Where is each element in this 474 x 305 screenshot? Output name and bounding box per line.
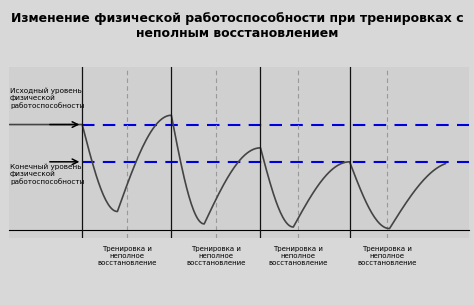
Text: Тренировка и
неполное
восстановление: Тренировка и неполное восстановление (97, 246, 156, 266)
Text: Конечный уровень
физической
работоспособности: Конечный уровень физической работоспособ… (10, 163, 84, 185)
Text: Тренировка и
неполное
восстановление: Тренировка и неполное восстановление (357, 246, 417, 266)
Text: Исходный уровень
физической
работоспособности: Исходный уровень физической работоспособ… (10, 87, 84, 109)
Text: Тренировка и
неполное
восстановление: Тренировка и неполное восстановление (268, 246, 328, 266)
Text: Изменение физической работоспособности при тренировках с
неполным восстановление: Изменение физической работоспособности п… (11, 12, 463, 40)
Text: Тренировка и
неполное
восстановление: Тренировка и неполное восстановление (186, 246, 246, 266)
